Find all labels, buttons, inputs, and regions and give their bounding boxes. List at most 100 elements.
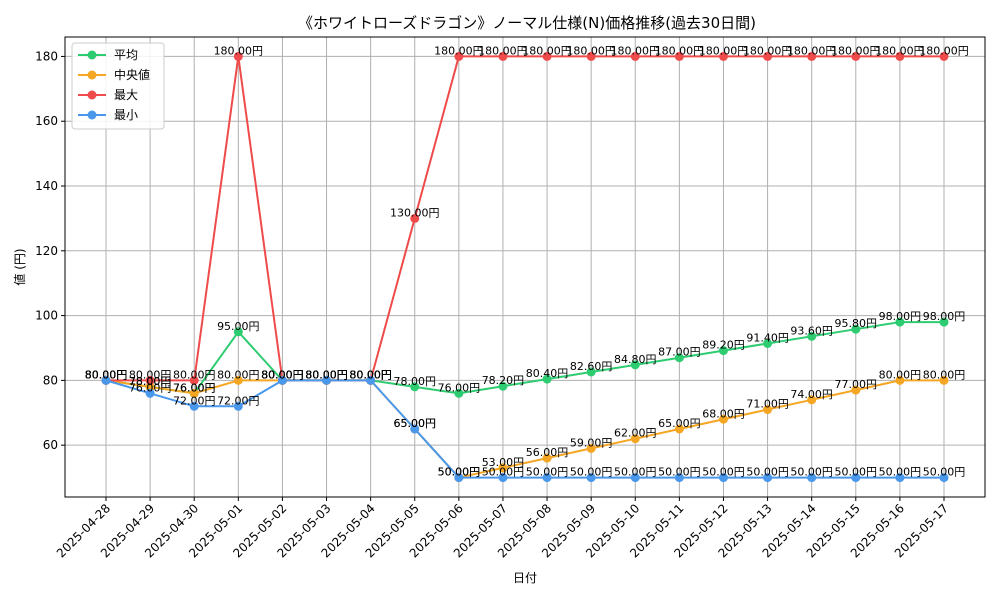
legend-box [71,42,165,130]
data-label: 77.00円 [835,378,878,391]
data-point [630,360,640,370]
data-label: 50.00円 [702,466,745,479]
data-point [145,382,155,392]
y-tick-label: 120 [35,244,58,258]
data-label: 80.00円 [85,368,128,381]
data-label: 50.00円 [570,466,613,479]
data-label: 80.00円 [349,368,392,381]
data-label: 50.00円 [438,466,481,479]
data-label: 50.00円 [746,466,789,479]
data-point [189,401,199,411]
data-label: 180.00円 [655,44,705,57]
data-point [851,324,861,334]
data-label: 180.00円 [214,44,264,57]
data-point [939,473,949,483]
data-label: 180.00円 [743,44,793,57]
y-axis: 60 80 100 120 140 160 180 [35,49,65,452]
data-label: 76.00円 [173,381,216,394]
data-label: 80.00円 [85,368,128,381]
data-point [542,374,552,384]
data-label: 180.00円 [434,44,484,57]
data-label: 80.00円 [261,368,304,381]
data-label: 80.00円 [261,368,304,381]
data-label: 65.00円 [393,417,436,430]
data-point [630,51,640,61]
data-label: 50.00円 [482,466,525,479]
data-point [630,473,640,483]
data-point [145,375,155,385]
data-label: 80.00円 [173,368,216,381]
data-point [498,51,508,61]
data-point [718,473,728,483]
data-label: 82.60円 [570,360,613,373]
data-point [410,213,420,223]
data-point [763,405,773,415]
data-label: 72.00円 [217,394,260,407]
plot-frame [64,36,986,498]
data-label: 78.00円 [393,375,436,388]
data-point [630,434,640,444]
data-label: 180.00円 [831,44,881,57]
data-point [718,414,728,424]
legend-marker [87,70,97,80]
legend-marker [87,50,97,60]
data-label: 78.00円 [129,375,172,388]
data-point [454,473,464,483]
data-point [851,51,861,61]
data-label: 84.80円 [614,353,657,366]
data-point [851,385,861,395]
data-label: 50.00円 [658,466,701,479]
data-point [233,327,243,337]
data-label: 80.00円 [261,368,304,381]
data-point [542,453,552,463]
data-point [939,51,949,61]
data-point [763,473,773,483]
legend-marker [87,90,97,100]
data-label: 180.00円 [478,44,528,57]
data-label: 50.00円 [614,466,657,479]
data-label: 80.00円 [879,368,922,381]
legend-label: 中央値 [114,67,150,82]
data-label: 80.00円 [129,368,172,381]
data-point [410,382,420,392]
data-label: 72.00円 [173,394,216,407]
x-axis: 2025-04-282025-04-292025-04-302025-05-01… [54,497,951,560]
data-point [410,424,420,434]
y-axis-label: 値 (円) [12,248,27,285]
series-line [105,321,944,395]
data-label: 76.00円 [173,381,216,394]
series-line [105,379,944,479]
data-point [322,375,332,385]
data-label: 180.00円 [875,44,925,57]
data-label: 78.20円 [482,374,525,387]
y-tick-label: 80 [43,373,58,387]
data-point [763,51,773,61]
data-label: 74.00円 [790,388,833,401]
data-point [542,51,552,61]
data-label: 98.00円 [923,310,966,323]
data-point [189,375,199,385]
data-point [674,473,684,483]
data-label: 78.00円 [129,375,172,388]
data-label: 68.00円 [702,407,745,420]
data-label: 50.00円 [526,466,569,479]
data-point [807,51,817,61]
y-tick-label: 140 [35,179,58,193]
y-tick-label: 100 [35,309,58,323]
data-point [233,51,243,61]
data-point [586,473,596,483]
data-label: 180.00円 [611,44,661,57]
legend-label: 平均 [114,48,138,62]
data-label: 50.00円 [879,466,922,479]
data-point [454,51,464,61]
data-point [498,473,508,483]
data-label: 80.00円 [349,368,392,381]
data-label: 71.00円 [746,398,789,411]
data-label: 87.00円 [658,346,701,359]
data-point [939,375,949,385]
data-point [851,473,861,483]
data-point [145,388,155,398]
data-label: 80.00円 [85,368,128,381]
data-label: 53.00円 [482,456,525,469]
